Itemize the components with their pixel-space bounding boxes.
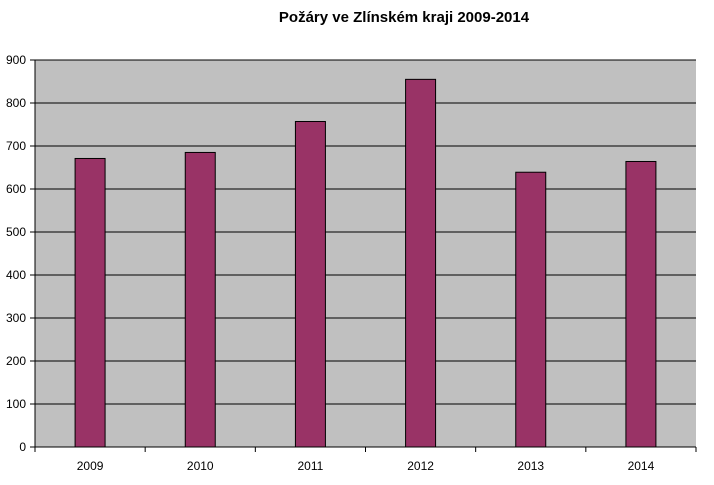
- y-tick-label: 600: [6, 182, 26, 196]
- y-tick-label: 200: [6, 354, 26, 368]
- y-tick-label: 100: [6, 397, 26, 411]
- axes: [30, 59, 697, 452]
- x-tick-label: 2009: [77, 459, 104, 473]
- y-tick-label: 700: [6, 139, 26, 153]
- bars: [74, 78, 657, 448]
- x-tick-label: 2011: [298, 459, 324, 473]
- x-tick-label: 2013: [517, 459, 544, 473]
- bar-2011: [294, 120, 326, 448]
- chart-title: Požáry ve Zlínském kraji 2009-2014: [278, 9, 530, 26]
- y-tick-label: 300: [6, 311, 26, 325]
- bar-2010: [184, 151, 216, 448]
- y-tick-labels: 0 100 200 300 400 500 600 700 800 900: [6, 53, 26, 454]
- plot-background: [35, 60, 696, 447]
- gridlines: [35, 59, 696, 405]
- y-tick-label: 900: [6, 53, 26, 67]
- x-tick-labels: 2009 2010 2011 2012 2013 2014: [77, 459, 655, 473]
- bar-2013: [515, 171, 547, 448]
- x-tick-label: 2012: [407, 459, 434, 473]
- y-tick-label: 400: [6, 268, 26, 282]
- x-tick-label: 2010: [187, 459, 214, 473]
- x-tick-label: 2014: [628, 459, 655, 473]
- y-tick-label: 800: [6, 96, 26, 110]
- y-tick-label: 0: [19, 440, 26, 454]
- bar-2012: [405, 78, 437, 448]
- bar-2009: [74, 157, 106, 448]
- bar-2014: [625, 160, 657, 448]
- y-tick-label: 500: [6, 225, 26, 239]
